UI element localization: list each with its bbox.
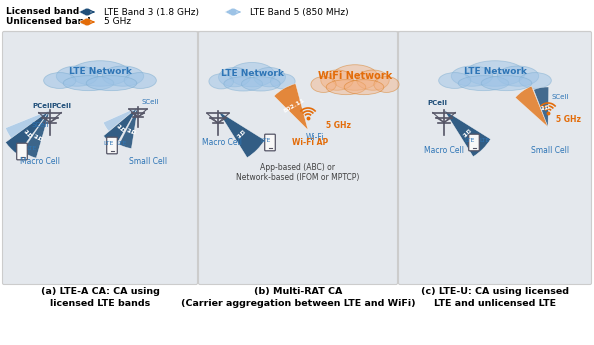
Ellipse shape	[481, 76, 532, 91]
Text: WiFi Network: WiFi Network	[318, 71, 392, 81]
Text: LTE Network: LTE Network	[463, 68, 526, 77]
Text: LTE Network: LTE Network	[220, 69, 283, 78]
Wedge shape	[218, 111, 265, 158]
Ellipse shape	[254, 68, 286, 87]
FancyBboxPatch shape	[107, 137, 117, 154]
Text: (a) LTE-A CA: CA using
licensed LTE bands: (a) LTE-A CA: CA using licensed LTE band…	[40, 287, 159, 308]
Text: LTE: LTE	[539, 102, 549, 109]
Text: LTE: LTE	[33, 130, 44, 139]
Text: Small Cell: Small Cell	[531, 146, 569, 155]
Wedge shape	[119, 107, 138, 148]
Ellipse shape	[344, 80, 384, 95]
Text: LTE: LTE	[103, 141, 113, 146]
Text: Macro Cell: Macro Cell	[424, 146, 464, 155]
Ellipse shape	[70, 61, 130, 86]
Ellipse shape	[451, 66, 492, 86]
Ellipse shape	[311, 77, 336, 92]
Text: LTE: LTE	[479, 138, 489, 143]
Ellipse shape	[219, 68, 250, 87]
Text: 802.11: 802.11	[282, 98, 306, 114]
Wedge shape	[22, 110, 50, 158]
Text: LTE: LTE	[116, 121, 128, 131]
Text: LTE Band 5 (850 MHz): LTE Band 5 (850 MHz)	[250, 8, 349, 17]
Text: LTE Band 3 (1.8 GHz): LTE Band 3 (1.8 GHz)	[104, 8, 199, 17]
Wedge shape	[103, 107, 138, 146]
Ellipse shape	[63, 76, 114, 91]
Ellipse shape	[374, 77, 399, 92]
Text: LTE: LTE	[464, 138, 475, 143]
Wedge shape	[5, 110, 50, 155]
Text: LTE Network: LTE Network	[68, 68, 131, 77]
FancyBboxPatch shape	[265, 134, 275, 151]
Ellipse shape	[270, 74, 295, 89]
FancyBboxPatch shape	[399, 31, 592, 285]
Ellipse shape	[224, 77, 263, 91]
Ellipse shape	[326, 80, 366, 95]
Text: Unlicensed band: Unlicensed band	[6, 18, 90, 27]
Ellipse shape	[519, 72, 551, 88]
Text: (b) Multi-RAT CA
(Carrier aggregation between LTE and WiFi): (b) Multi-RAT CA (Carrier aggregation be…	[181, 287, 415, 308]
Wedge shape	[274, 83, 308, 130]
Text: LTE: LTE	[260, 138, 270, 143]
Text: 5 GHz: 5 GHz	[104, 18, 131, 27]
Text: (c) LTE-U: CA using licensed
LTE and unlicensed LTE: (c) LTE-U: CA using licensed LTE and unl…	[421, 287, 569, 308]
Ellipse shape	[209, 74, 233, 89]
Text: PCell: PCell	[51, 103, 71, 109]
Ellipse shape	[357, 70, 389, 90]
Polygon shape	[79, 8, 91, 16]
FancyBboxPatch shape	[2, 31, 197, 285]
Text: LTE: LTE	[116, 141, 127, 146]
Wedge shape	[516, 86, 548, 127]
Ellipse shape	[124, 72, 156, 88]
Ellipse shape	[56, 66, 97, 86]
Text: Wi-Fi AP: Wi-Fi AP	[292, 138, 328, 147]
Text: LTE: LTE	[125, 125, 137, 133]
Polygon shape	[225, 8, 237, 16]
Text: PCell: PCell	[32, 103, 52, 109]
Text: LTE: LTE	[26, 146, 36, 151]
Text: SCell: SCell	[551, 94, 568, 100]
Ellipse shape	[438, 72, 471, 88]
Text: Licensed band: Licensed band	[6, 8, 79, 17]
Ellipse shape	[43, 72, 76, 88]
Ellipse shape	[321, 70, 353, 90]
Text: LTE: LTE	[23, 126, 34, 137]
Ellipse shape	[458, 76, 509, 91]
Text: Macro Cell: Macro Cell	[20, 157, 60, 166]
FancyBboxPatch shape	[198, 31, 397, 285]
Ellipse shape	[331, 65, 378, 90]
Text: Macro Cell: Macro Cell	[202, 138, 242, 147]
Text: SCell: SCell	[141, 99, 159, 105]
FancyBboxPatch shape	[17, 143, 27, 160]
Wedge shape	[5, 110, 50, 139]
Ellipse shape	[241, 77, 280, 91]
Ellipse shape	[497, 66, 539, 86]
Ellipse shape	[229, 62, 275, 87]
Text: 5 GHz: 5 GHz	[556, 115, 581, 124]
Text: PCell: PCell	[427, 100, 447, 106]
Text: LTE: LTE	[460, 126, 470, 137]
Text: 5 GHz: 5 GHz	[326, 121, 351, 130]
Text: Wi-Fi: Wi-Fi	[306, 133, 324, 142]
Text: App-based (ABC) or
Network-based (IFOM or MPTCP): App-based (ABC) or Network-based (IFOM o…	[236, 163, 360, 183]
Text: Small Cell: Small Cell	[129, 157, 167, 166]
Ellipse shape	[86, 76, 137, 91]
Wedge shape	[103, 107, 138, 131]
Text: LTE: LTE	[234, 127, 245, 138]
Polygon shape	[79, 18, 91, 26]
FancyBboxPatch shape	[469, 134, 479, 151]
Ellipse shape	[465, 61, 525, 86]
Ellipse shape	[102, 66, 144, 86]
Text: SCell: SCell	[32, 122, 49, 128]
Wedge shape	[444, 110, 491, 157]
Wedge shape	[533, 87, 549, 127]
